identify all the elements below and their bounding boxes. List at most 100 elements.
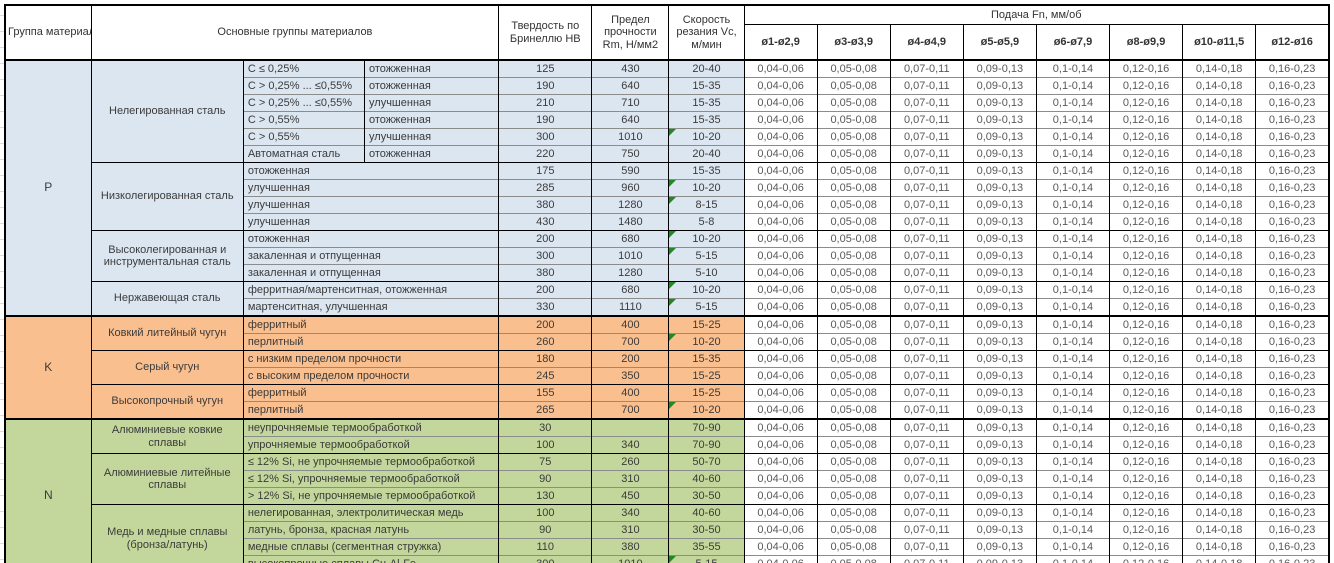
cutting-speed-value-cell: 40-60 [668,504,745,522]
feed-value-cell: 0,05-0,08 [816,504,891,522]
hardness-value-cell: 430 [498,213,592,231]
feed-value-cell: 0,1-0,14 [1035,264,1110,282]
feed-value-cell: 0,14-0,18 [1182,94,1256,112]
feed-value-cell: 0,09-0,13 [962,230,1037,248]
feed-value-cell: 0,1-0,14 [1035,401,1110,419]
header-feed-title: Подача Fn, мм/об [743,4,1330,25]
feed-value-cell: 0,04-0,06 [743,367,818,385]
feed-value-cell: 0,12-0,16 [1109,59,1183,78]
feed-value-cell: 0,12-0,16 [1109,333,1183,351]
feed-value-cell: 0,12-0,16 [1109,213,1183,231]
cutting-speed-value-cell: 15-35 [668,162,745,180]
feed-value-cell: 0,12-0,16 [1109,555,1183,563]
material-description-cell: медные сплавы (сегментная стружка) [242,538,499,556]
feed-value-cell: 0,04-0,06 [743,230,818,248]
cutting-speed-value-cell: 10-20 [668,333,745,351]
feed-value-cell: 0,04-0,06 [743,145,818,163]
feed-value-cell: 0,14-0,18 [1182,59,1256,78]
feed-value-cell: 0,07-0,11 [889,436,964,454]
feed-value-cell: 0,04-0,06 [743,247,818,265]
hardness-value-cell: 110 [498,538,592,556]
header-feed-col-5: ø6-ø7,9 [1035,24,1111,61]
feed-value-cell: 0,04-0,06 [743,298,818,316]
table-body: P Нелегированная сталь C ≤ 0,25% отожженная… [4,59,1329,563]
feed-value-cell: 0,09-0,13 [962,453,1037,471]
strength-value-cell: 700 [591,333,669,351]
cutting-speed-value-cell: 35-55 [668,538,745,556]
hardness-value-cell: 330 [498,298,592,316]
strength-value-cell: 260 [591,453,669,471]
strength-value-cell: 310 [591,521,669,539]
feed-value-cell: 0,05-0,08 [816,436,891,454]
strength-value-cell: 1010 [591,247,669,265]
table-row: латунь, бронза, красная латунь 90 310 30-50… [5,521,1329,539]
feed-value-cell: 0,05-0,08 [816,333,891,351]
feed-value-cell: 0,1-0,14 [1035,59,1110,78]
hardness-value-cell: 220 [498,145,592,163]
material-description-cell: > 12% Si, не упрочняемые термообработкой [242,487,499,505]
feed-value-cell: 0,1-0,14 [1035,315,1110,334]
strength-value-cell: 640 [591,111,669,129]
feed-value-cell: 0,1-0,14 [1035,179,1110,197]
feed-value-cell: 0,1-0,14 [1035,77,1110,95]
material-description-cell: высокопрочные сплавы Cu-Al-Fe [242,555,499,563]
feed-value-cell: 0,09-0,13 [962,111,1037,129]
table-row: > 12% Si, не упрочняемые термообработкой… [5,487,1329,505]
feed-value-cell: 0,09-0,13 [962,350,1037,368]
material-description-cell: ≤ 12% Si, не упрочняемые термообработкой [242,453,499,471]
feed-value-cell: 0,1-0,14 [1035,538,1110,556]
material-description-cell: с низким пределом прочности [242,350,499,368]
feed-value-cell: 0,05-0,08 [816,128,891,146]
feed-value-cell: 0,14-0,18 [1182,179,1256,197]
treatment-state-cell: отожженная [364,77,499,95]
table-header: Группа материалов Основные группы матери… [4,4,1330,61]
material-description-cell: ферритный [242,384,499,402]
feed-value-cell: 0,12-0,16 [1109,281,1183,299]
strength-value-cell: 400 [591,384,669,402]
feed-value-cell: 0,05-0,08 [816,230,891,248]
hardness-value-cell: 100 [498,436,592,454]
feed-value-cell: 0,07-0,11 [889,453,964,471]
feed-value-cell: 0,16-0,23 [1255,162,1329,180]
feed-value-cell: 0,16-0,23 [1255,504,1329,522]
strength-value-cell: 640 [591,77,669,95]
feed-value-cell: 0,07-0,11 [889,555,964,563]
feed-value-cell: 0,14-0,18 [1182,281,1256,299]
header-material-group: Группа материалов [4,4,92,61]
cutting-speed-value-cell: 15-25 [668,367,745,385]
feed-value-cell: 0,1-0,14 [1035,470,1110,488]
feed-value-cell: 0,04-0,06 [743,487,818,505]
cutting-speed-value-cell: 30-50 [668,521,745,539]
feed-value-cell: 0,12-0,16 [1109,94,1183,112]
feed-value-cell: 0,1-0,14 [1035,94,1110,112]
cutting-speed-value-cell: 10-20 [668,128,745,146]
treatment-state-cell: отожженная [364,59,499,78]
header-feed-col-7: ø10-ø11,5 [1182,24,1257,61]
feed-value-cell: 0,16-0,23 [1255,487,1329,505]
feed-value-cell: 0,1-0,14 [1035,230,1110,248]
feed-value-cell: 0,05-0,08 [816,521,891,539]
strength-value-cell: 350 [591,367,669,385]
hardness-value-cell: 190 [498,111,592,129]
feed-value-cell: 0,07-0,11 [889,111,964,129]
feed-value-cell: 0,14-0,18 [1182,315,1256,334]
feed-value-cell: 0,05-0,08 [816,384,891,402]
feed-value-cell: 0,07-0,11 [889,162,964,180]
feed-value-cell: 0,07-0,11 [889,333,964,351]
feed-value-cell: 0,04-0,06 [743,94,818,112]
feed-value-cell: 0,05-0,08 [816,298,891,316]
feed-value-cell: 0,16-0,23 [1255,230,1329,248]
hardness-value-cell: 245 [498,367,592,385]
strength-value-cell: 450 [591,487,669,505]
feed-value-cell: 0,09-0,13 [962,77,1037,95]
table-row: Низколегированная сталь отожженная 175 590 1… [5,162,1329,231]
feed-value-cell: 0,1-0,14 [1035,196,1110,214]
feed-value-cell: 0,07-0,11 [889,298,964,316]
table-row: высокопрочные сплавы Cu-Al-Fe30010105-15… [5,555,1329,563]
carbon-spec-cell: C > 0,55% [242,128,365,146]
feed-value-cell: 0,07-0,11 [889,128,964,146]
table-row: Нержавеющая сталь ферритная/мартенситная,… [5,281,1329,316]
table-row: C > 0,55% улучшенная 300 1010 10-20 0,04-0,06… [5,128,1329,146]
feed-value-cell: 0,05-0,08 [816,145,891,163]
strength-value-cell: 1280 [591,196,669,214]
